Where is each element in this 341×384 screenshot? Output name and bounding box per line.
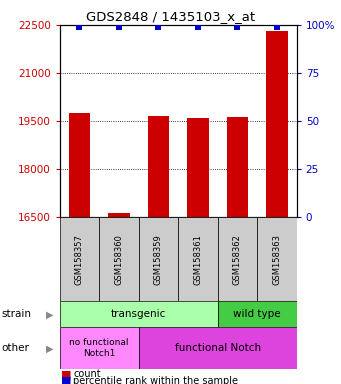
Bar [187,118,209,217]
Bar [60,301,218,327]
Bar [139,327,297,369]
Bar [266,31,288,217]
Text: GSM158359: GSM158359 [154,234,163,285]
Text: count: count [73,369,101,379]
Bar [69,113,90,217]
Text: GSM158357: GSM158357 [75,234,84,285]
Text: other: other [2,343,30,353]
Bar [60,327,139,369]
Text: ■: ■ [61,369,72,379]
Bar [257,217,297,301]
Text: GSM158361: GSM158361 [193,234,203,285]
Text: GDS2848 / 1435103_x_at: GDS2848 / 1435103_x_at [86,10,255,23]
Text: ▶: ▶ [46,309,53,319]
Bar [99,217,139,301]
Bar [218,301,297,327]
Text: strain: strain [2,309,32,319]
Bar [218,217,257,301]
Bar [60,217,99,301]
Text: ■: ■ [61,376,72,384]
Text: no functional
Notch1: no functional Notch1 [70,338,129,358]
Bar [148,116,169,217]
Text: wild type: wild type [233,309,281,319]
Text: transgenic: transgenic [111,309,166,319]
Bar [178,217,218,301]
Bar [226,117,248,217]
Text: ▶: ▶ [46,343,53,353]
Bar [108,213,130,217]
Text: GSM158363: GSM158363 [272,234,281,285]
Text: percentile rank within the sample: percentile rank within the sample [73,376,238,384]
Bar [139,217,178,301]
Text: GSM158362: GSM158362 [233,234,242,285]
Text: functional Notch: functional Notch [175,343,261,353]
Text: GSM158360: GSM158360 [115,234,123,285]
